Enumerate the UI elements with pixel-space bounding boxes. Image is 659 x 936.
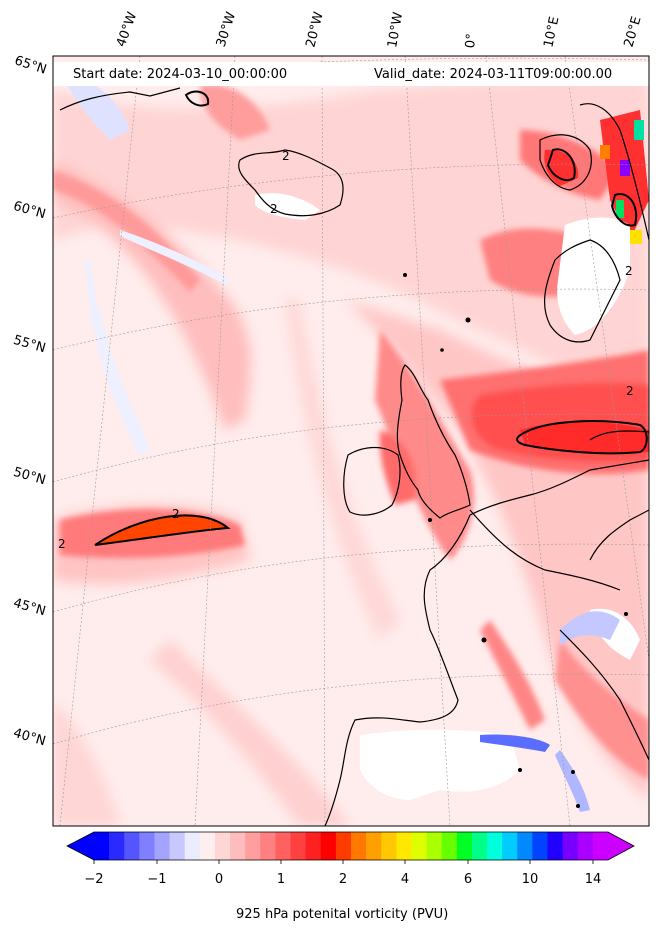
iceland-coast [238, 149, 344, 217]
colorbar-segment [502, 832, 518, 860]
colorbar-segment [441, 832, 458, 860]
colorbar-segment [230, 832, 246, 860]
colorbar-tick-label: 2 [338, 872, 348, 887]
colorbar-segment [351, 832, 367, 860]
colorbar-tick-label: 0 [214, 872, 224, 887]
contour-label: 2 [625, 264, 633, 278]
baltic-coast [589, 430, 649, 441]
colorbar-segment [562, 832, 579, 860]
map-frame [52, 55, 650, 827]
colorbar-segments [94, 832, 609, 860]
colorbar-tick-label: −2 [84, 872, 104, 887]
colorbar-segment [199, 832, 216, 860]
colorbar-segment [592, 832, 609, 860]
colorbar-extend-high [608, 832, 634, 860]
colorbar-segment [532, 832, 549, 860]
colorbar-tick-label: 14 [584, 872, 602, 887]
colorbar-segment [366, 832, 382, 860]
colorbar-segment [577, 832, 594, 860]
colorbar-tick-label: 1 [276, 872, 286, 887]
colorbar-segment [124, 832, 140, 860]
italy-coast [559, 629, 649, 761]
colorbar-segment [290, 832, 307, 860]
france-iberia-coast [324, 514, 471, 826]
pv-negative-regions [60, 70, 640, 812]
pv-2-contours [184, 90, 648, 455]
contour-label: 2 [626, 384, 634, 398]
colorbar-segment [335, 832, 352, 860]
colorbar-segment [245, 832, 261, 860]
greenland-coast [59, 87, 181, 111]
contour-label: 2 [282, 149, 290, 163]
colorbar-tick-label: 6 [463, 872, 473, 887]
continent-north-coast [469, 459, 649, 516]
small-islands [403, 273, 628, 808]
colorbar-extend-low [67, 832, 94, 860]
colorbar-segment [184, 832, 201, 860]
colorbar-tick-label: 4 [400, 872, 410, 887]
colorbar-title: 925 hPa potenital vorticity (PVU) [236, 907, 449, 922]
colorbar-segment [547, 832, 564, 860]
colorbar-segment [305, 832, 322, 860]
contour-label: 2 [270, 202, 278, 216]
pv-extreme-spots [600, 120, 644, 244]
colorbar-segment [260, 832, 277, 860]
colorbar-segment [411, 832, 428, 860]
ireland-coast [343, 446, 401, 516]
lon-label: 0° [463, 32, 480, 49]
norway-coast [544, 103, 649, 343]
colorbar-segment [94, 832, 110, 860]
skagerrak-coast [539, 134, 592, 191]
start-date-label: Start date: 2024-03-10_00:00:00 [73, 67, 288, 82]
colorbar [66, 831, 635, 864]
colorbar-segment [275, 832, 292, 860]
colorbar-tick-label: 10 [521, 872, 539, 887]
pv-field: 2 2 2 2 2 2 [53, 56, 649, 826]
continental-line [469, 509, 621, 591]
pv-max-region [94, 514, 231, 546]
graticule [53, 56, 649, 826]
colorbar-segment [517, 832, 534, 860]
colorbar-segment [154, 832, 171, 860]
contour-label-group: 2 2 2 2 2 2 [58, 149, 634, 551]
colorbar-segment [139, 832, 156, 860]
colorbar-segment [320, 832, 337, 860]
header-strip [53, 62, 649, 86]
colorbar-segment [471, 832, 488, 860]
colorbar-segment [426, 832, 443, 860]
colorbar-segment [396, 832, 413, 860]
colorbar-segment [214, 832, 231, 860]
colorbar-segment [169, 832, 186, 860]
contour-label: 2 [58, 537, 66, 551]
alps-region-coast [589, 509, 649, 561]
contour-label: 2 [172, 507, 180, 521]
colorbar-segment [487, 832, 503, 860]
great-britain-coast [396, 364, 471, 519]
valid-date-label: Valid_date: 2024-03-11T09:00:00.00 [374, 67, 613, 82]
colorbar-segment [109, 832, 125, 860]
colorbar-tick-label: −1 [147, 872, 167, 887]
colorbar-outline [66, 831, 635, 861]
coastlines [59, 87, 649, 826]
colorbar-segment [456, 832, 473, 860]
colorbar-ticks [93, 860, 594, 864]
colorbar-segment [381, 832, 397, 860]
